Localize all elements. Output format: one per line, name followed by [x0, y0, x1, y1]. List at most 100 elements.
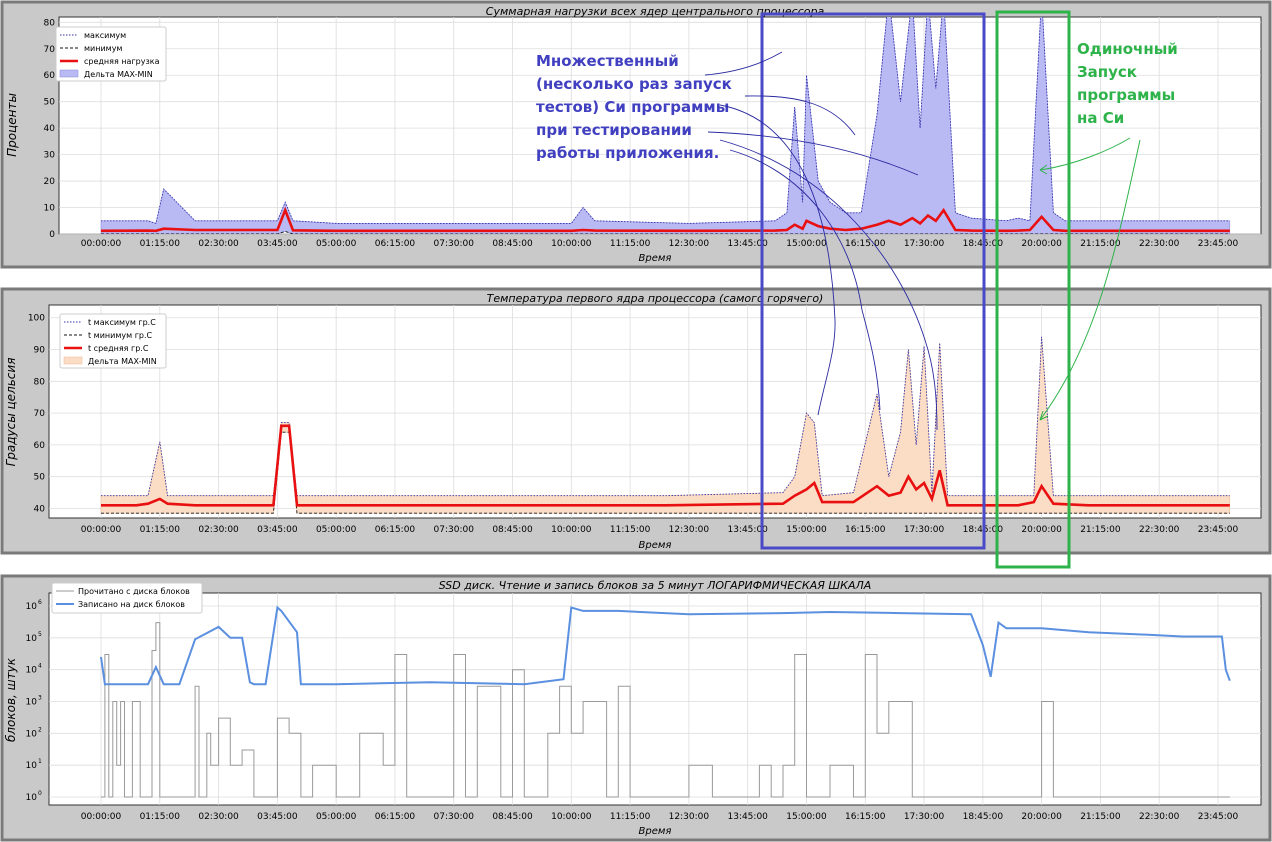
x-tick-label: 22:30:00 [1139, 239, 1180, 249]
multi-run-line-3: тестов) Си программы [536, 98, 729, 116]
x-tick-label: 21:15:00 [1080, 525, 1121, 535]
x-tick-label: 22:30:00 [1139, 812, 1180, 822]
x-tick-label: 03:45:00 [257, 812, 298, 822]
arrow-to-temp-peak [1039, 139, 1141, 421]
arrow-head-temp [1039, 410, 1049, 421]
y-tick-label: 10 [26, 761, 38, 771]
avg-line [101, 424, 1230, 507]
temp-chart-title: Температура первого ядра процессора (сам… [487, 292, 824, 305]
y-tick-label: 10 [26, 602, 38, 612]
x-tick-label: 02:30:00 [198, 525, 239, 535]
y-tick-label: 40 [34, 504, 46, 514]
temp-y-axis-label: Градусы цельсия [4, 358, 18, 467]
arrow-to-peak-2 [744, 95, 856, 136]
x-tick-label: 23:45:00 [1198, 525, 1239, 535]
legend-max-label: максимум [84, 31, 126, 40]
cpu-plot-area [58, 16, 1262, 235]
cpu-load-panel: Суммарная нагрузки всех ядер центральног… [0, 0, 1272, 269]
y-tick-label: 70 [44, 45, 56, 55]
y-tick-label: 50 [34, 473, 46, 483]
multi-run-arrows [704, 51, 938, 431]
avg-line [100, 206, 1230, 233]
x-tick-label: 20:00:00 [1021, 525, 1062, 535]
x-tick-label: 21:15:00 [1080, 812, 1121, 822]
x-tick-label: 02:30:00 [198, 239, 239, 249]
x-tick-label: 12:30:00 [669, 239, 710, 249]
legend-delta-label: Дельта MAX-MIN [84, 70, 153, 79]
legend-avg-label: средняя нагрузка [84, 57, 160, 66]
multi-run-line-4: при тестировании [536, 121, 692, 139]
y-tick-label: 50 [44, 98, 56, 108]
x-tick-label: 06:15:00 [375, 812, 416, 822]
x-tick-label: 00:00:00 [81, 525, 122, 535]
y-tick-label: 10 [26, 729, 38, 739]
cpu-y-ticks: 0 10 20 30 40 50 60 70 80 [44, 18, 56, 240]
x-tick-label: 11:15:00 [610, 239, 651, 249]
ssd-legend: Прочитано с диска блоков Записано на дис… [51, 582, 203, 614]
y-tick-exponent: 5 [38, 631, 42, 638]
ssd-plot-area [48, 592, 1262, 806]
ssd-x-axis-label: Время [639, 826, 672, 837]
legend-tmin-label: t минимум гр.С [88, 331, 153, 340]
min-line [101, 431, 1230, 514]
x-tick-label: 20:00:00 [1021, 812, 1062, 822]
cpu-x-axis-label: Время [639, 253, 672, 264]
legend-tdelta-swatch [63, 356, 83, 365]
legend-delta-swatch [59, 69, 79, 78]
x-tick-label: 15:00:00 [786, 525, 827, 535]
arrow-to-cpu-peak [1039, 137, 1131, 171]
multi-run-highlight-box [760, 12, 986, 550]
y-tick-label: 80 [44, 18, 56, 28]
y-tick-label: 40 [44, 124, 56, 134]
y-tick-exponent: 4 [38, 663, 42, 670]
x-tick-label: 17:30:00 [904, 239, 945, 249]
max-line [101, 336, 1230, 497]
x-tick-label: 22:30:00 [1139, 525, 1180, 535]
y-tick-label: 20 [44, 177, 56, 187]
ssd-y-axis-label: блоков, штук [4, 657, 18, 742]
y-tick-exponent: 6 [38, 599, 42, 606]
multi-run-line-5: работы приложения. [536, 144, 719, 162]
y-tick-label: 10 [26, 793, 38, 803]
y-tick-exponent: 2 [38, 726, 42, 733]
x-tick-label: 03:45:00 [257, 239, 298, 249]
x-tick-label: 23:45:00 [1198, 239, 1239, 249]
x-tick-label: 11:15:00 [610, 812, 651, 822]
x-tick-label: 18:45:00 [963, 812, 1004, 822]
single-run-line-1: Одиночный [1077, 40, 1178, 58]
x-tick-label: 07:30:00 [434, 525, 475, 535]
y-tick-label: 10 [26, 666, 38, 676]
multi-run-line-1: Множественный [536, 52, 679, 70]
single-run-arrows [1039, 137, 1141, 421]
x-tick-label: 05:00:00 [316, 525, 357, 535]
x-tick-label: 00:00:00 [81, 239, 122, 249]
x-tick-label: 02:30:00 [198, 812, 239, 822]
x-tick-label: 00:00:00 [81, 812, 122, 822]
x-tick-label: 15:00:00 [786, 239, 827, 249]
x-tick-label: 07:30:00 [434, 812, 475, 822]
y-tick-exponent: 1 [38, 758, 42, 765]
y-tick-label: 60 [44, 71, 56, 81]
write-blocks-line [100, 605, 1231, 686]
legend-tdelta-label: Дельта MAX-MIN [88, 357, 157, 366]
arrow-head-cpu [1039, 164, 1048, 175]
x-tick-label: 10:00:00 [551, 812, 592, 822]
arrow-to-peak-3 [707, 131, 919, 176]
temp-series [100, 336, 1231, 514]
legend-tmax-label: t максимум гр.С [88, 318, 156, 327]
ssd-chart-title: SSD диск. Чтение и запись блоков за 5 ми… [439, 579, 872, 592]
x-tick-label: 12:30:00 [669, 525, 710, 535]
x-tick-label: 11:15:00 [610, 525, 651, 535]
single-run-annotation: Одиночный Запуск программы на Си [1077, 40, 1178, 127]
x-tick-label: 10:00:00 [551, 239, 592, 249]
arrow-to-temp-3 [719, 139, 938, 431]
arrow-to-temp-1 [719, 104, 836, 416]
y-tick-label: 90 [34, 346, 46, 356]
y-tick-label: 80 [34, 377, 46, 387]
x-tick-label: 01:15:00 [140, 525, 181, 535]
x-tick-label: 05:00:00 [316, 812, 357, 822]
y-tick-label: 70 [34, 409, 46, 419]
arrow-to-temp-2 [729, 149, 881, 411]
temp-legend: t максимум гр.С t минимум гр.С t средняя… [59, 313, 167, 369]
